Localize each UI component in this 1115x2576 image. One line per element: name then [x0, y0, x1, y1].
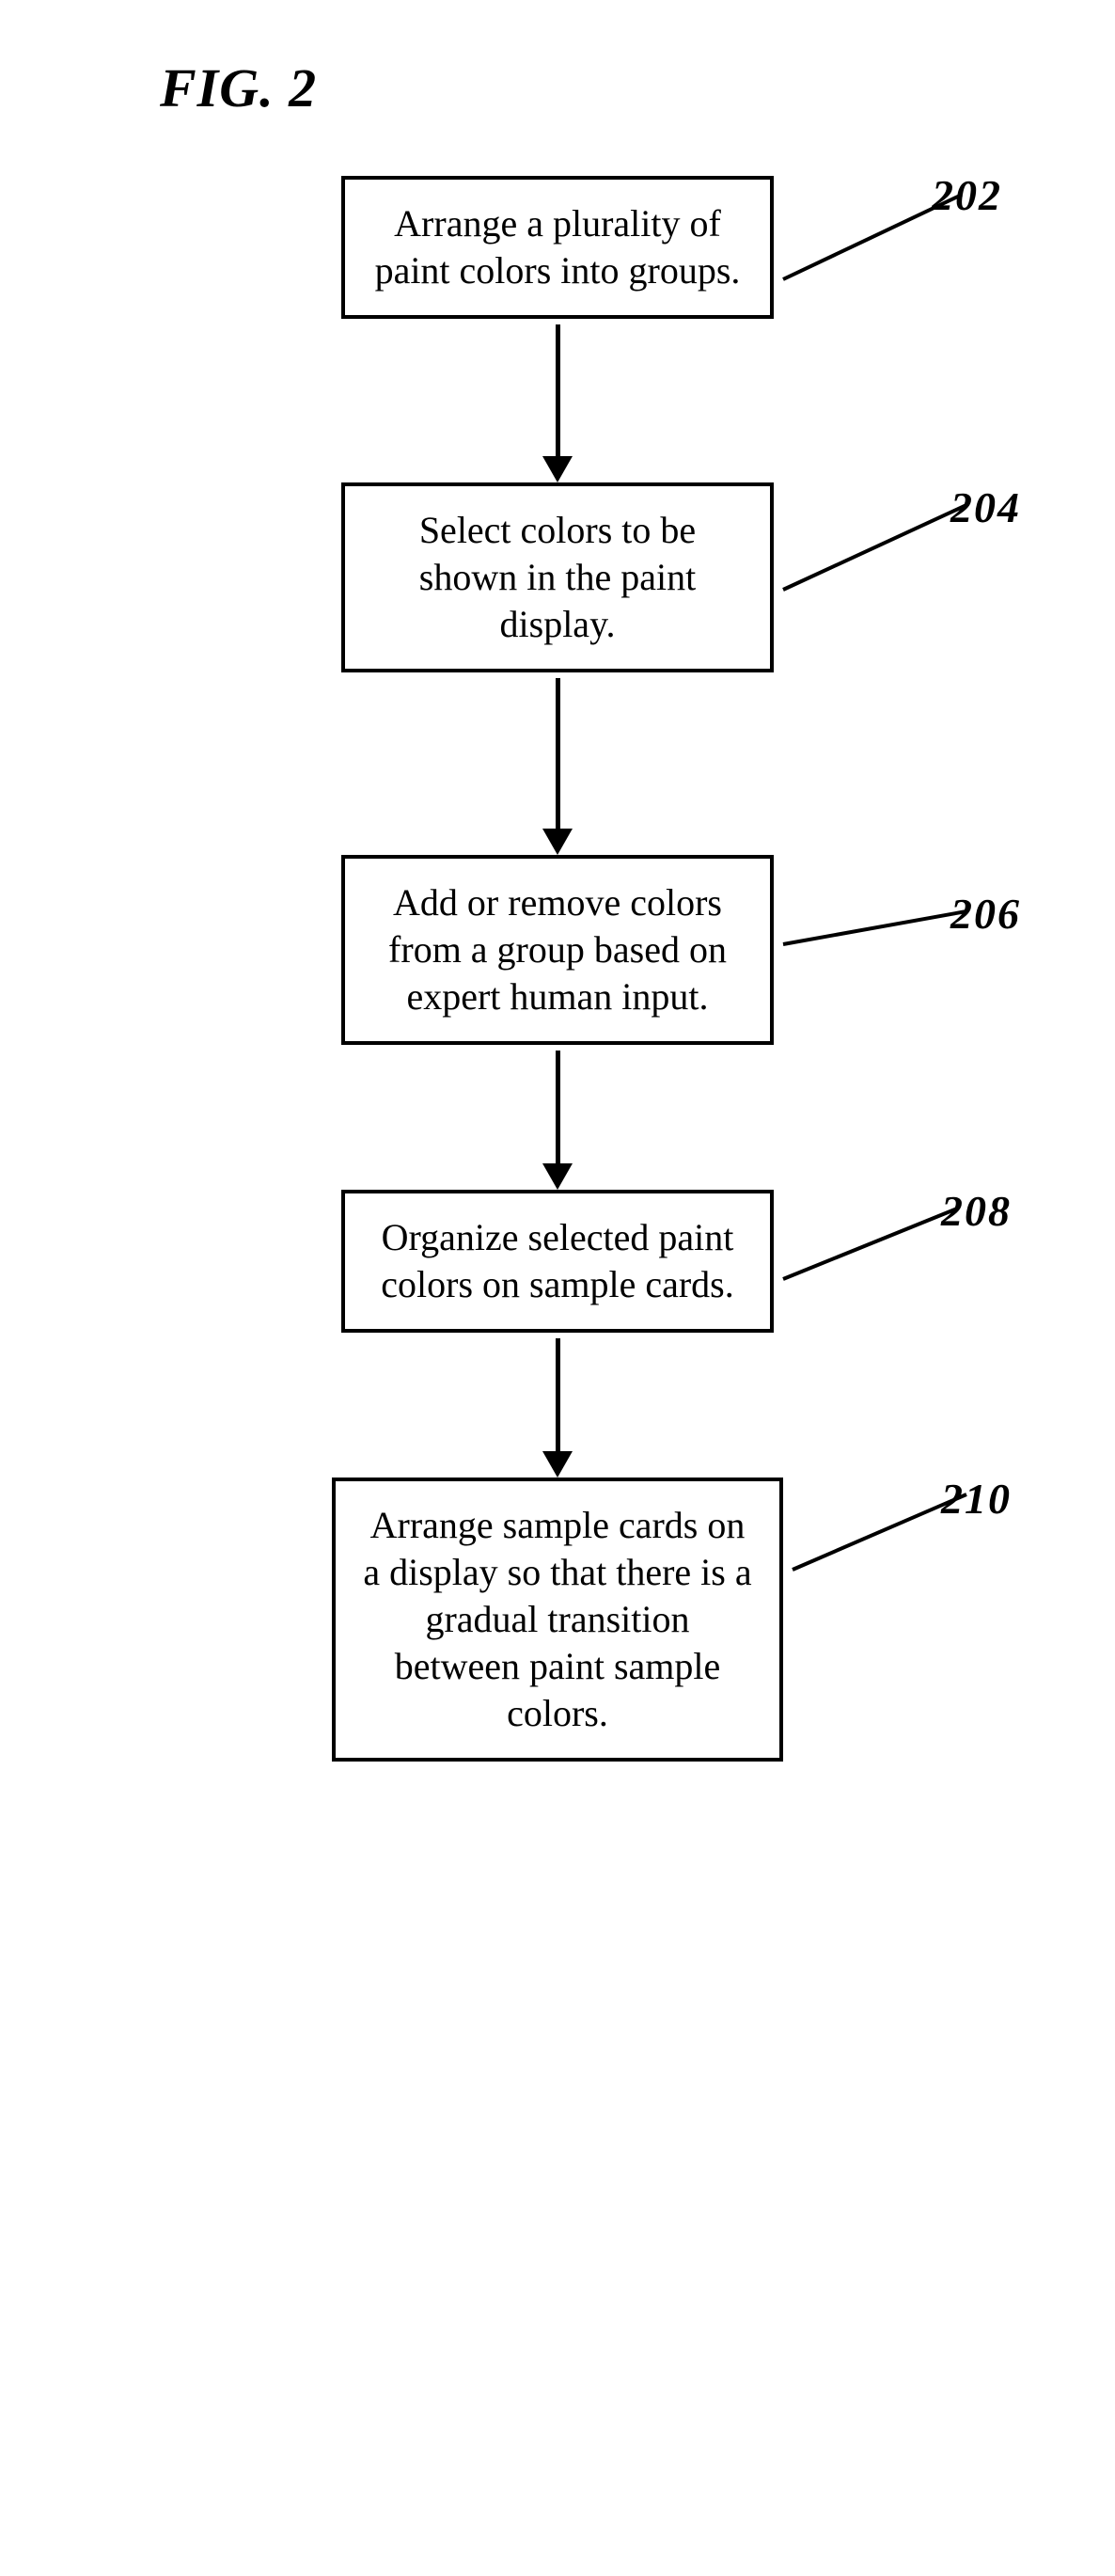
flow-step: Organize selected paint colors on sample… [0, 1190, 1115, 1333]
arrow-head-icon [542, 1451, 573, 1478]
flow-step: Arrange a plurality of paint colors into… [0, 176, 1115, 319]
flow-arrow [542, 1051, 573, 1190]
flow-box: Select colors to be shown in the paint d… [341, 482, 774, 672]
reference-numeral: 202 [932, 170, 1002, 220]
flow-box: Add or remove colors from a group based … [341, 855, 774, 1045]
arrow-head-icon [542, 456, 573, 482]
leader-line [774, 911, 976, 954]
leader-line [774, 505, 976, 599]
arrow-head-icon [542, 829, 573, 855]
reference-numeral: 210 [941, 1474, 1012, 1524]
arrow-head-icon [542, 1163, 573, 1190]
flow-arrow [542, 678, 573, 855]
leader-line [774, 1209, 966, 1288]
flow-step: Arrange sample cards on a display so tha… [0, 1478, 1115, 1762]
arrow-shaft [556, 1051, 560, 1165]
reference-numeral: 206 [950, 889, 1021, 939]
flowchart: Arrange a plurality of paint colors into… [0, 176, 1115, 1762]
arrow-shaft [556, 678, 560, 830]
flow-arrow [542, 1338, 573, 1478]
arrow-shaft [556, 1338, 560, 1453]
arrow-shaft [556, 324, 560, 458]
flow-step: Select colors to be shown in the paint d… [0, 482, 1115, 672]
reference-numeral: 208 [941, 1186, 1012, 1236]
figure-title: FIG. 2 [160, 56, 1115, 119]
flow-box: Organize selected paint colors on sample… [341, 1190, 774, 1333]
flow-box: Arrange sample cards on a display so tha… [332, 1478, 783, 1762]
flow-arrow [542, 324, 573, 482]
reference-numeral: 204 [950, 482, 1021, 532]
flow-step: Add or remove colors from a group based … [0, 855, 1115, 1045]
flow-box: Arrange a plurality of paint colors into… [341, 176, 774, 319]
